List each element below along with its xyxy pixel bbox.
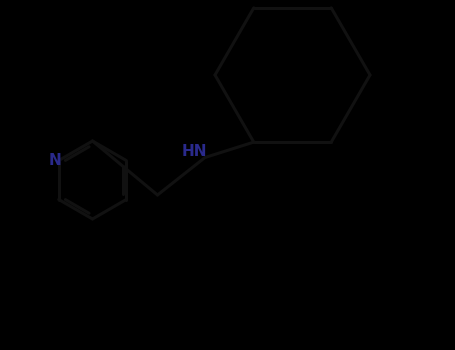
Text: N: N <box>48 153 61 168</box>
Text: HN: HN <box>181 144 207 159</box>
